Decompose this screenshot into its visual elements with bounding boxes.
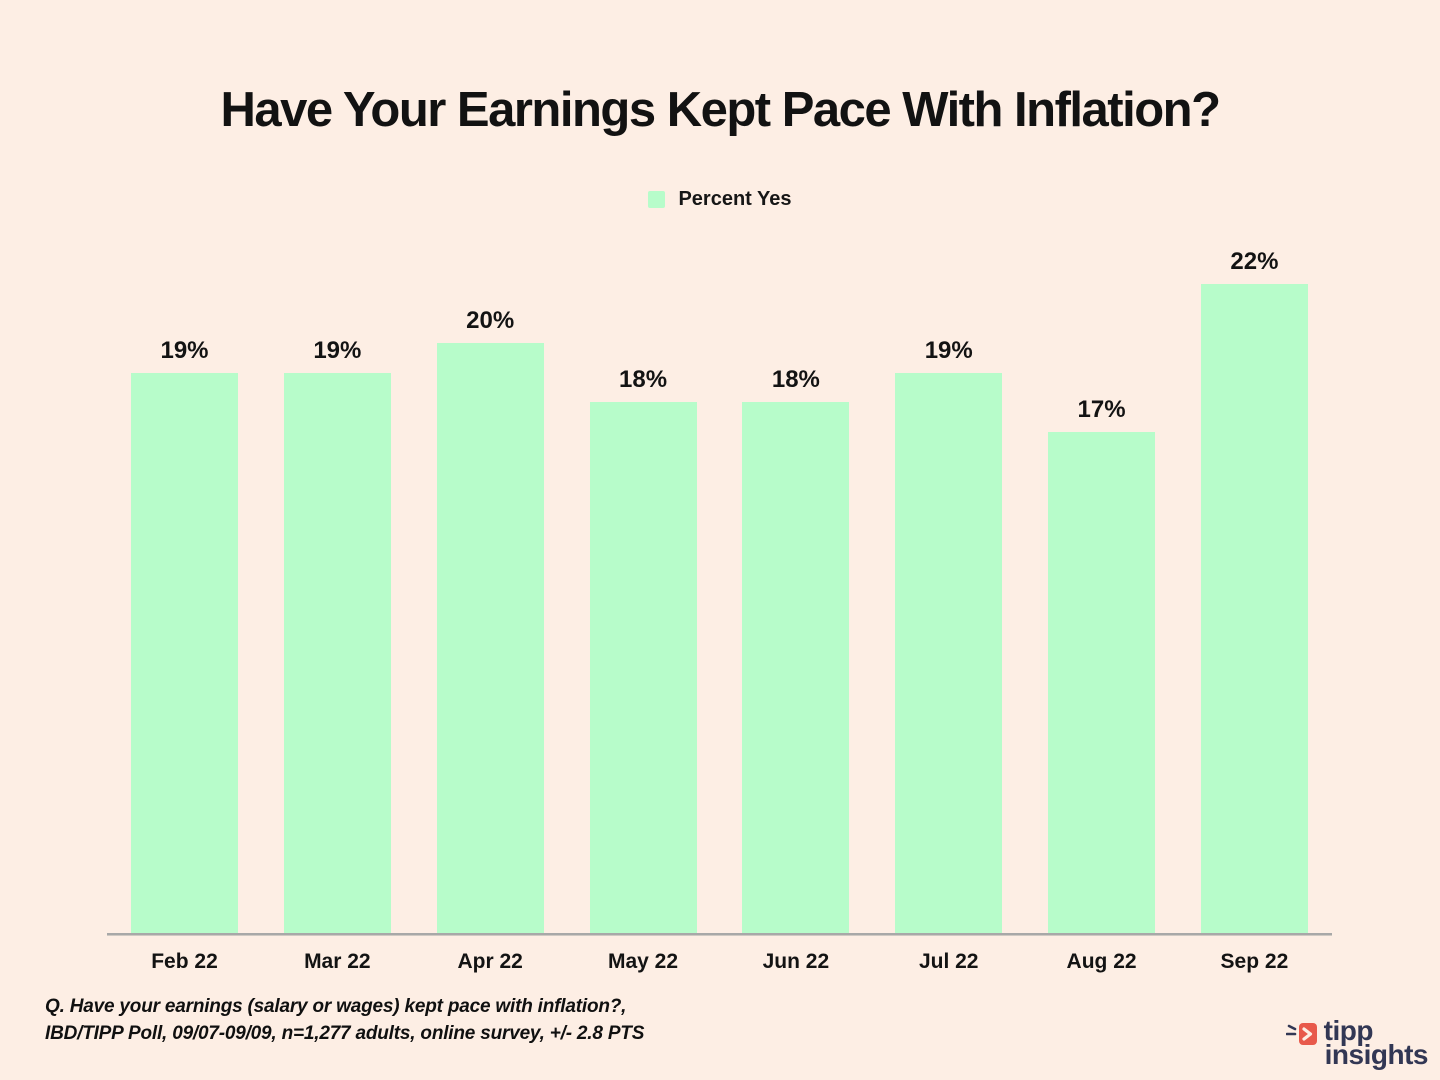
bar-chart: 19% 19% 20% 18% 18% 19% 17% 22% xyxy=(107,248,1332,933)
x-axis-tick-label: May 22 xyxy=(608,950,679,973)
bar: 17% xyxy=(1048,396,1156,933)
bar: 18% xyxy=(742,366,850,933)
bar: 19% xyxy=(131,337,238,933)
bar-value-label: 19% xyxy=(924,336,973,364)
x-axis-tick-label: Jul 22 xyxy=(918,950,979,973)
x-axis-tick-label: Aug 22 xyxy=(1066,950,1137,973)
logo-text-insights: insights xyxy=(1324,1039,1429,1070)
footnote: Q. Have your earnings (salary or wages) … xyxy=(45,993,644,1047)
bars-row: 19% 19% 20% 18% 18% 19% 17% 22% xyxy=(107,248,1332,933)
footnote-line-1: Q. Have your earnings (salary or wages) … xyxy=(45,996,627,1017)
bar-value-label: 20% xyxy=(466,307,515,334)
bar-value-label: 17% xyxy=(1077,395,1126,423)
category-axis: Feb 22 Mar 22 Apr 22 May 22 Jun 22 Jul 22 Aug … xyxy=(107,950,1332,974)
bar: 20% xyxy=(436,307,544,933)
bar: 18% xyxy=(589,366,697,933)
x-axis-tick-label: Feb 22 xyxy=(151,950,218,973)
logo-text-tipp: tipp xyxy=(1323,1015,1374,1046)
legend-label: Percent Yes xyxy=(678,188,792,210)
bar: 22% xyxy=(1200,248,1308,933)
x-axis-tick-label: Jun 22 xyxy=(762,950,830,973)
bar-value-label: 18% xyxy=(771,366,820,393)
bar-value-label: 19% xyxy=(160,336,209,364)
x-axis-tick-label: Sep 22 xyxy=(1220,950,1289,973)
logo-wordmark: tipp insights xyxy=(1323,1015,1429,1070)
bar: 19% xyxy=(283,337,391,933)
bar-value-label: 22% xyxy=(1230,248,1279,275)
bar: 19% xyxy=(895,337,1003,933)
x-axis-line xyxy=(107,933,1332,936)
footnote-line-2: IBD/TIPP Poll, 09/07-09/09, n=1,277 adul… xyxy=(45,1023,645,1044)
x-axis-tick-label: Apr 22 xyxy=(457,950,523,973)
chart-title: Have Your Earnings Kept Pace With Inflat… xyxy=(220,83,1221,137)
legend: Percent Yes xyxy=(0,188,1440,211)
legend-swatch-icon xyxy=(648,191,666,208)
bar-value-label: 19% xyxy=(313,336,362,364)
logo-arrow-icon xyxy=(1285,1023,1317,1045)
brand-logo: tipp insights xyxy=(1285,1015,1429,1070)
bar-value-label: 18% xyxy=(619,366,668,393)
x-axis-tick-label: Mar 22 xyxy=(304,950,371,973)
